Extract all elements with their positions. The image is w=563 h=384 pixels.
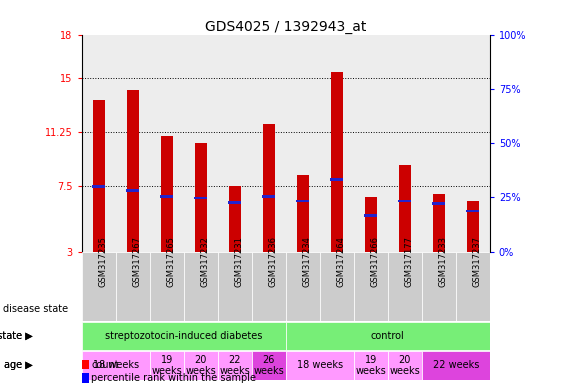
Bar (93, 100, 105, 252)
Bar (365, 197, 377, 252)
Text: 26
weeks: 26 weeks (253, 355, 284, 376)
Bar (399, 165, 411, 252)
Text: GSM317237: GSM317237 (473, 237, 482, 288)
Bar (115, 252, 150, 321)
Bar (456, 252, 490, 321)
Bar (263, 124, 275, 252)
Text: GSM317231: GSM317231 (235, 237, 244, 288)
Bar (433, 194, 445, 252)
Bar (285, 322, 490, 350)
Text: disease state ▶: disease state ▶ (0, 331, 33, 341)
Bar (82, 35, 115, 252)
Text: GSM317264: GSM317264 (337, 237, 346, 288)
Bar (398, 200, 412, 202)
Bar (218, 252, 252, 321)
Bar (422, 351, 490, 379)
Bar (160, 136, 173, 252)
Bar (432, 202, 445, 205)
Bar (262, 195, 275, 198)
Bar (467, 201, 479, 252)
Bar (330, 178, 343, 180)
Text: 22
weeks: 22 weeks (220, 355, 250, 376)
Bar (194, 197, 207, 199)
Bar (184, 35, 218, 252)
Bar (252, 351, 286, 379)
Bar (126, 189, 139, 192)
Text: GSM317265: GSM317265 (167, 237, 176, 288)
Bar (296, 200, 309, 202)
Text: 19
weeks: 19 weeks (151, 355, 182, 376)
Bar (364, 214, 377, 217)
Bar (388, 351, 422, 379)
Bar (252, 252, 286, 321)
Text: count: count (91, 360, 119, 370)
Bar (150, 351, 184, 379)
Bar (150, 35, 184, 252)
Text: 20
weeks: 20 weeks (390, 355, 420, 376)
Text: 18 weeks: 18 weeks (92, 361, 138, 371)
Bar (456, 35, 490, 252)
Bar (466, 210, 479, 212)
Text: GSM317235: GSM317235 (99, 237, 108, 288)
Bar (195, 143, 207, 252)
Bar (184, 351, 218, 379)
Bar (285, 351, 354, 379)
Text: disease state ▶: disease state ▶ (0, 331, 33, 341)
Bar (422, 252, 456, 321)
Bar (354, 252, 388, 321)
Text: age ▶: age ▶ (4, 361, 33, 371)
Text: GSM317267: GSM317267 (133, 237, 142, 288)
Bar (82, 360, 88, 369)
Bar (82, 322, 285, 350)
Bar (229, 187, 240, 252)
Text: 22 weeks: 22 weeks (432, 361, 479, 371)
Text: GSM317236: GSM317236 (269, 237, 278, 288)
Bar (115, 35, 150, 252)
Text: age ▶: age ▶ (4, 361, 33, 371)
Bar (388, 35, 422, 252)
Bar (127, 89, 138, 252)
Text: 20
weeks: 20 weeks (185, 355, 216, 376)
Bar (285, 252, 320, 321)
Bar (297, 175, 309, 252)
Text: GSM317234: GSM317234 (303, 237, 312, 288)
Bar (285, 35, 320, 252)
Bar (331, 72, 343, 252)
Bar (228, 201, 242, 204)
Text: streptozotocin-induced diabetes: streptozotocin-induced diabetes (105, 331, 262, 341)
Text: 19
weeks: 19 weeks (355, 355, 386, 376)
Bar (150, 252, 184, 321)
Title: GDS4025 / 1392943_at: GDS4025 / 1392943_at (205, 20, 367, 33)
Text: GSM317266: GSM317266 (371, 237, 380, 288)
Text: control: control (371, 331, 405, 341)
Bar (82, 252, 115, 321)
Bar (82, 351, 150, 379)
Bar (82, 373, 88, 382)
Bar (252, 35, 286, 252)
Bar (160, 195, 173, 198)
Bar (354, 35, 388, 252)
Bar (218, 351, 252, 379)
Bar (92, 185, 105, 188)
Bar (320, 35, 354, 252)
Bar (320, 252, 354, 321)
Text: 18 weeks: 18 weeks (297, 361, 343, 371)
Text: percentile rank within the sample: percentile rank within the sample (91, 373, 257, 383)
Bar (218, 35, 252, 252)
Bar (184, 252, 218, 321)
Text: disease state: disease state (3, 305, 68, 314)
Bar (422, 35, 456, 252)
Text: GSM317177: GSM317177 (405, 237, 414, 288)
Bar (388, 252, 422, 321)
Bar (354, 351, 388, 379)
Text: GSM317232: GSM317232 (200, 237, 209, 288)
Text: GSM317233: GSM317233 (439, 237, 448, 288)
